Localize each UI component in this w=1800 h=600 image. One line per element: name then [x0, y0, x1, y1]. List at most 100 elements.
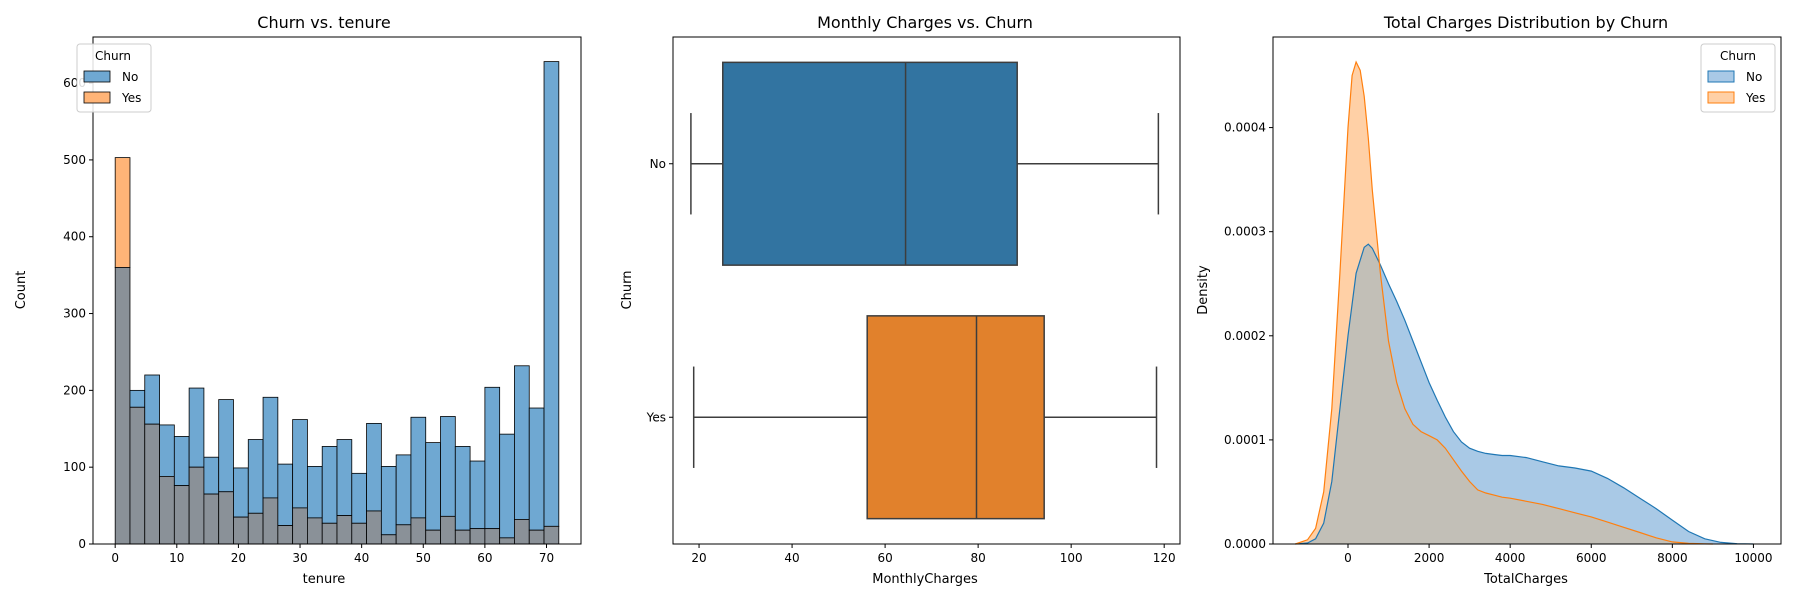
bar-overlap: [484, 528, 501, 545]
bar-overlap: [395, 524, 412, 545]
bar-no: [410, 416, 427, 519]
bar-overlap: [262, 497, 279, 545]
total-charges-kde-panel: Total Charges Distribution by Churn 0 200…: [1196, 13, 1782, 587]
tenure-histogram-panel: Churn vs. tenure 0 10 20 30 40 50 60 70 0 100 200 3…: [14, 13, 582, 587]
y-tick-label: No: [650, 157, 666, 171]
bar-overlap: [351, 522, 367, 545]
x-tick-label: 80: [970, 551, 985, 565]
bar-overlap: [144, 423, 160, 545]
histogram-ylabel: Count: [14, 271, 29, 310]
bar-no: [469, 460, 486, 530]
bar-no: [454, 446, 471, 531]
bar-overlap: [292, 507, 308, 545]
bar-overlap: [380, 534, 397, 545]
bar-no: [233, 467, 249, 518]
kde-line-no: [1295, 243, 1754, 545]
bar-no: [484, 386, 501, 530]
monthly-charges-boxplot-panel: Monthly Charges vs. Churn No Yes 20 40 60 80 1…: [620, 13, 1181, 587]
bar-no: [321, 446, 338, 524]
x-tick-label: 0: [111, 551, 119, 565]
kde-legend-title: Churn: [1720, 49, 1756, 63]
histogram-legend-no-swatch: [83, 70, 111, 83]
kde-line-yes: [1295, 60, 1713, 545]
bar-overlap: [203, 493, 220, 545]
kde-area-overlap: [1295, 244, 1754, 544]
histogram-legend-yes-swatch: [83, 91, 111, 104]
bar-yes: [114, 157, 131, 268]
bar-no: [307, 466, 323, 519]
bar-no: [351, 472, 367, 524]
bar-overlap: [247, 512, 264, 545]
bar-overlap: [218, 491, 234, 545]
kde-plot-area: 0 2000 4000 6000 8000 10000 0.0000 0.0001 0.0002…: [1224, 36, 1782, 565]
kde-xlabel: TotalCharges: [1483, 572, 1568, 587]
bar-no: [528, 407, 545, 531]
kde-legend-no-swatch: [1707, 70, 1735, 83]
box-no: [722, 61, 1018, 266]
bar-overlap: [277, 525, 294, 545]
histogram-title: Churn vs. tenure: [257, 13, 390, 32]
bar-no: [366, 422, 382, 512]
bar-no: [336, 439, 353, 516]
y-tick-label: 200: [63, 383, 86, 397]
x-tick-label: 120: [1153, 551, 1176, 565]
y-tick-label: 500: [63, 153, 86, 167]
histogram-legend-no-label: No: [122, 70, 138, 84]
histogram-legend-yes-label: Yes: [121, 91, 141, 105]
bar-no: [380, 466, 397, 536]
bar-no: [277, 463, 294, 526]
bar-no: [292, 419, 308, 509]
x-tick-label: 20: [691, 551, 706, 565]
bar-no: [514, 365, 530, 520]
bar-overlap: [114, 267, 131, 545]
bar-no: [440, 416, 456, 517]
boxplot-plot-area: No Yes 20 40 60 80 100 120: [646, 36, 1181, 565]
y-tick-label: 0: [78, 537, 86, 551]
bar-overlap: [366, 510, 382, 545]
histogram-legend-title: Churn: [95, 49, 131, 63]
x-tick-label: 50: [416, 551, 431, 565]
boxplot-xlabel: MonthlyCharges: [872, 572, 978, 587]
bar-overlap: [454, 529, 471, 545]
y-tick-label: Yes: [646, 410, 666, 424]
x-tick-label: 70: [539, 551, 554, 565]
bar-overlap: [514, 519, 530, 545]
bar-no: [188, 387, 205, 468]
bar-overlap: [440, 515, 456, 545]
bar-overlap: [233, 516, 249, 545]
boxplot-frame: [672, 36, 1181, 545]
x-tick-label: 0: [1344, 551, 1352, 565]
bar-no: [425, 442, 441, 531]
x-tick-label: 100: [1060, 551, 1083, 565]
y-tick-label: 0.0004: [1224, 121, 1266, 135]
bar-no: [203, 456, 220, 495]
x-tick-label: 4000: [1495, 551, 1526, 565]
x-tick-label: 20: [231, 551, 246, 565]
bar-overlap: [528, 529, 545, 545]
x-tick-label: 2000: [1414, 551, 1445, 565]
y-tick-label: 0.0001: [1224, 433, 1266, 447]
y-tick-label: 300: [63, 307, 86, 321]
histogram-xlabel: tenure: [303, 572, 346, 587]
bar-overlap: [336, 515, 353, 545]
kde-title: Total Charges Distribution by Churn: [1383, 13, 1668, 32]
bar-overlap: [173, 485, 190, 545]
bar-overlap: [321, 522, 338, 545]
kde-legend-yes-label: Yes: [1745, 91, 1765, 105]
x-tick-label: 60: [877, 551, 892, 565]
bar-no: [173, 436, 190, 487]
x-tick-label: 60: [477, 551, 492, 565]
bar-no: [499, 433, 515, 539]
bar-no: [218, 399, 234, 493]
x-tick-label: 10000: [1734, 551, 1772, 565]
bar-overlap: [469, 528, 486, 545]
x-tick-label: 8000: [1657, 551, 1688, 565]
bar-overlap: [188, 466, 205, 545]
y-tick-label: 0.0002: [1224, 329, 1266, 343]
x-tick-label: 30: [292, 551, 307, 565]
y-tick-label: 0.0000: [1224, 537, 1266, 551]
bar-overlap: [307, 517, 323, 545]
x-tick-label: 40: [784, 551, 799, 565]
histogram-legend: Churn No Yes: [76, 43, 152, 113]
